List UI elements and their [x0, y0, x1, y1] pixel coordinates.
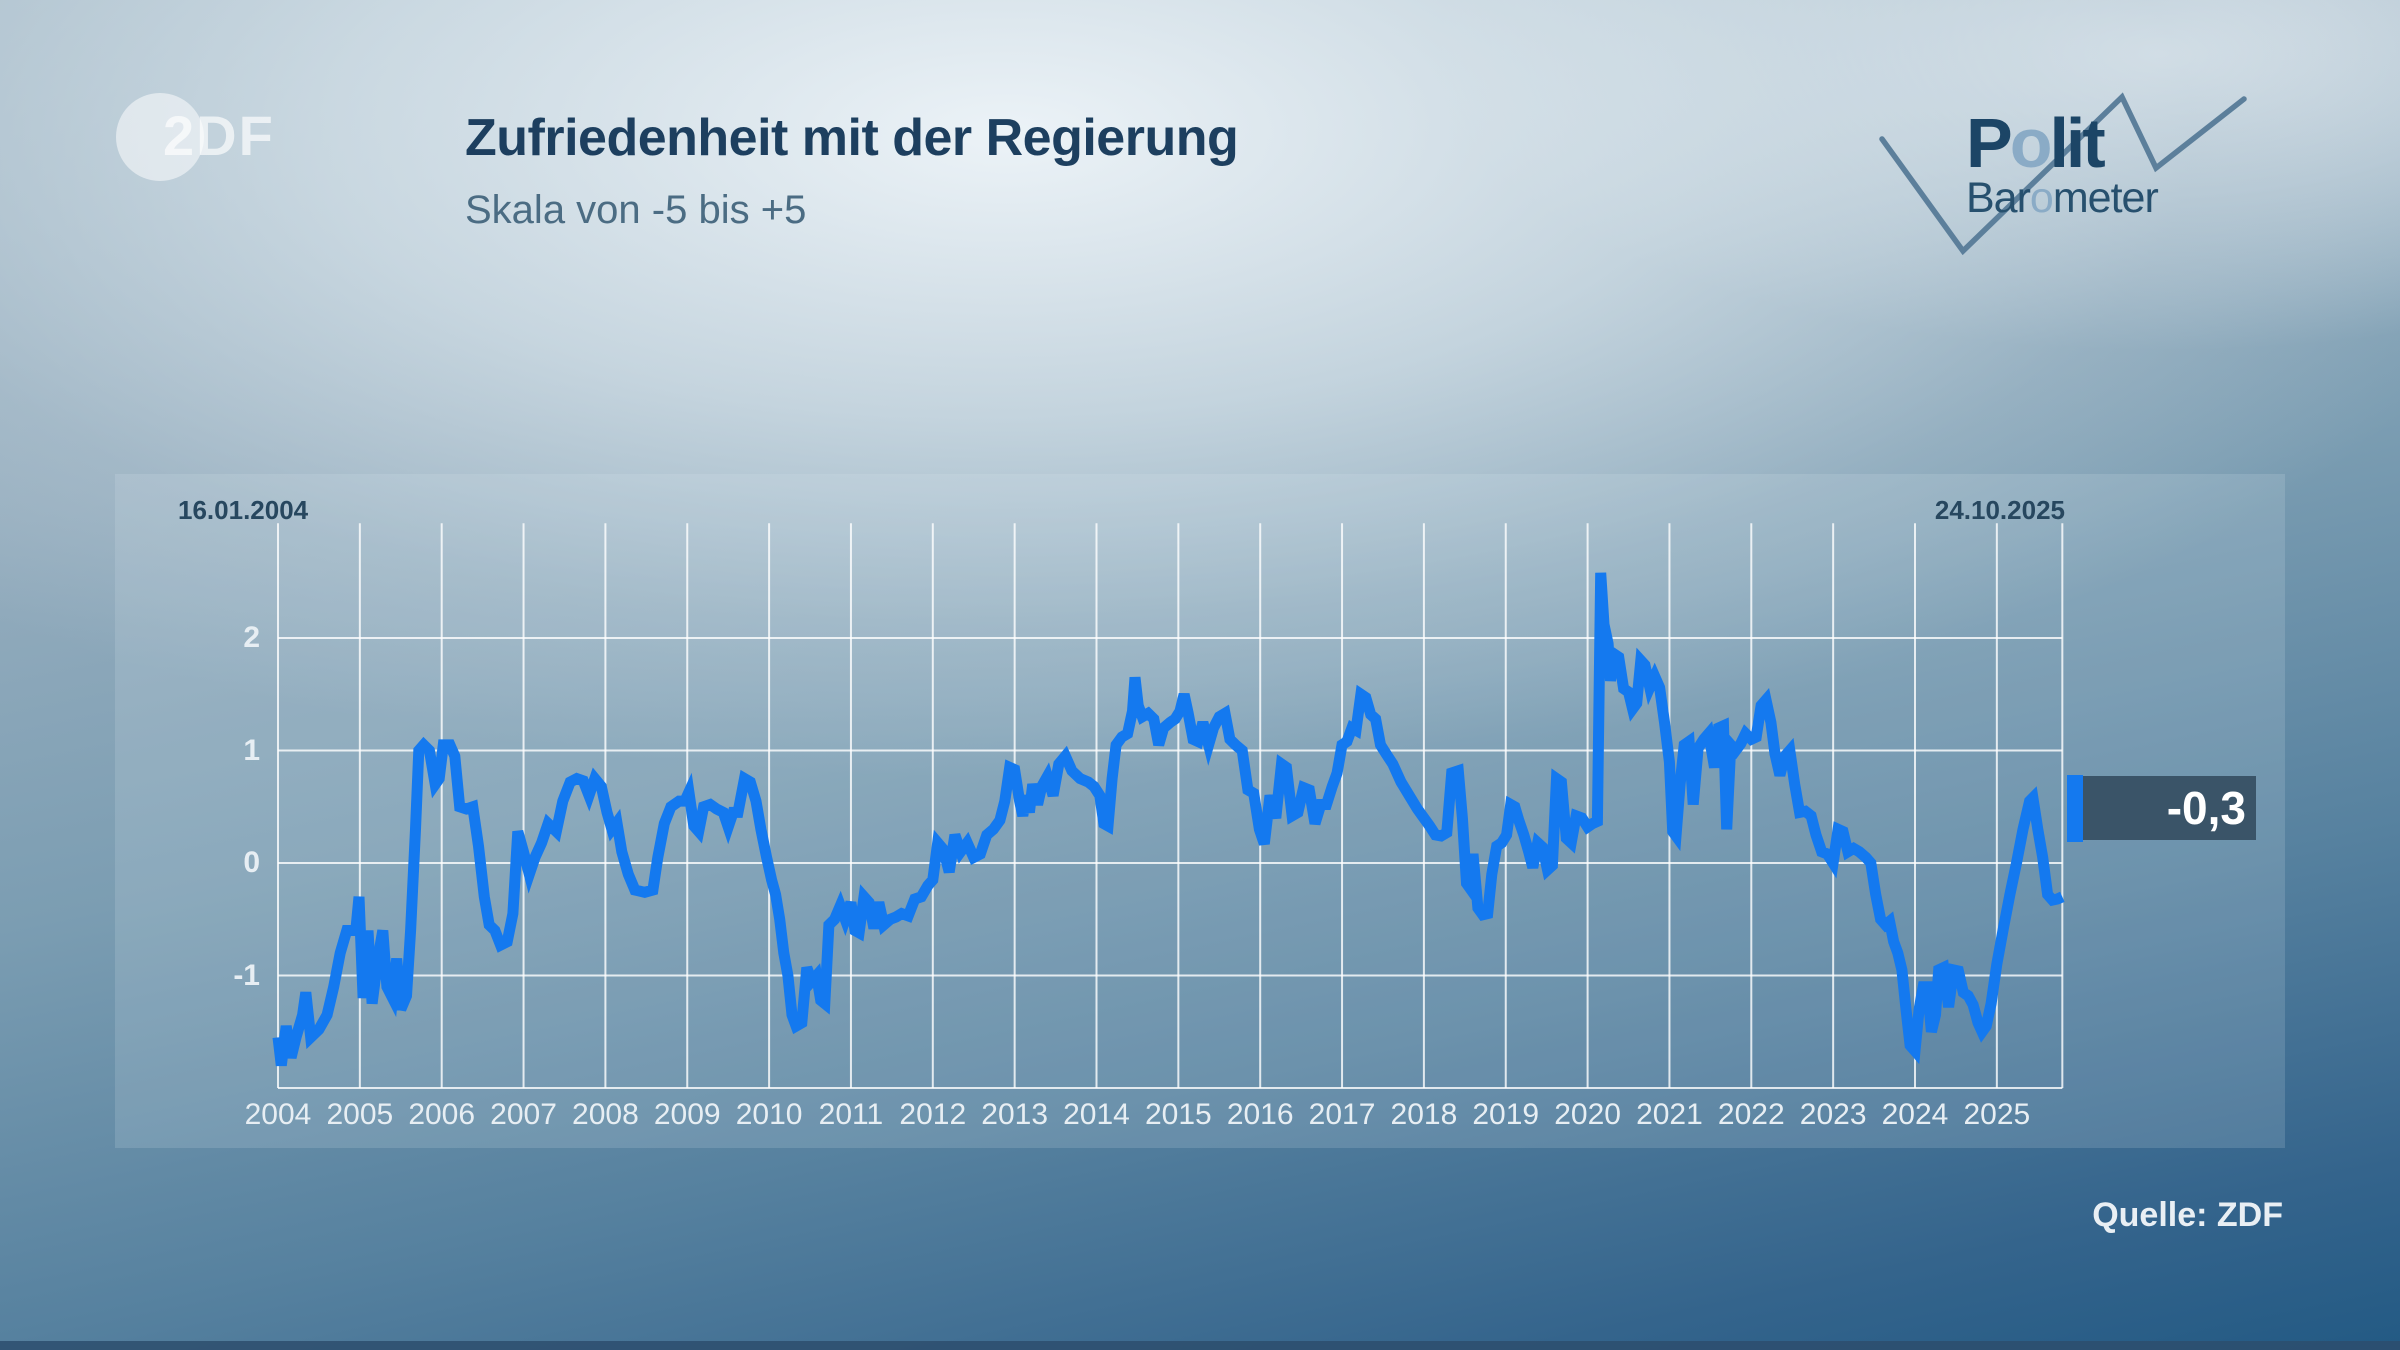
barometer-pre: Bar [1966, 174, 2031, 222]
x-axis-tick-2018: 2018 [1390, 1098, 1458, 1131]
x-axis-tick-2013: 2013 [981, 1098, 1049, 1131]
page-subtitle: Skala von -5 bis +5 [465, 188, 807, 232]
y-axis-tick--1: -1 [233, 958, 260, 992]
source-label: Quelle: ZDF [2092, 1196, 2283, 1234]
x-axis-tick-2023: 2023 [1799, 1098, 1867, 1131]
x-axis-tick-2005: 2005 [326, 1098, 394, 1131]
polit-o: o [2009, 104, 2053, 182]
polit-p: P [1966, 104, 2013, 182]
current-value-badge: -0,3 [2083, 776, 2256, 840]
x-axis-tick-2006: 2006 [408, 1098, 476, 1131]
politbarometer-zigzag-icon [1879, 92, 2247, 256]
x-axis-tick-2009: 2009 [653, 1098, 721, 1131]
page-title: Zufriedenheit mit der Regierung [465, 109, 1239, 167]
x-axis-tick-2011: 2011 [818, 1098, 884, 1131]
x-axis-tick-2008: 2008 [572, 1098, 639, 1131]
y-axis-tick-2: 2 [243, 621, 260, 654]
bottom-edge-strip [0, 1341, 2400, 1350]
x-axis-tick-2025: 2025 [1963, 1098, 2031, 1131]
politbarometer-logo-line1: Polit [1966, 108, 2106, 178]
chart-start-date: 16.01.2004 [178, 495, 309, 525]
x-axis-tick-2021: 2021 [1636, 1098, 1703, 1131]
x-axis-tick-2007: 2007 [490, 1098, 557, 1131]
y-axis-tick-0: 0 [243, 846, 260, 879]
x-axis-tick-2004: 2004 [244, 1098, 312, 1131]
current-value-accent-bar [2067, 775, 2083, 842]
x-axis-tick-2020: 2020 [1554, 1098, 1621, 1131]
y-axis-tick-1: 1 [243, 733, 260, 767]
x-axis-tick-2015: 2015 [1144, 1098, 1212, 1131]
x-axis-tick-2024: 2024 [1881, 1098, 1949, 1131]
x-axis-tick-2010: 2010 [735, 1098, 803, 1131]
x-axis-tick-2019: 2019 [1472, 1098, 1540, 1131]
politbarometer-logo-line2: Barometer [1966, 177, 2159, 220]
x-axis-tick-2017: 2017 [1308, 1098, 1376, 1131]
x-axis-tick-2022: 2022 [1717, 1098, 1785, 1131]
x-axis-tick-2012: 2012 [899, 1098, 967, 1131]
barometer-o: o [2029, 174, 2054, 222]
x-axis-tick-2016: 2016 [1226, 1098, 1294, 1131]
zdf-logo-text: 2DF [163, 104, 275, 167]
barometer-rest: meter [2052, 174, 2159, 222]
polit-rest: lit [2049, 104, 2105, 182]
chart-end-date: 24.10.2025 [1934, 495, 2065, 525]
x-axis-tick-2014: 2014 [1063, 1098, 1130, 1131]
zdf-logo-circle [116, 93, 204, 181]
